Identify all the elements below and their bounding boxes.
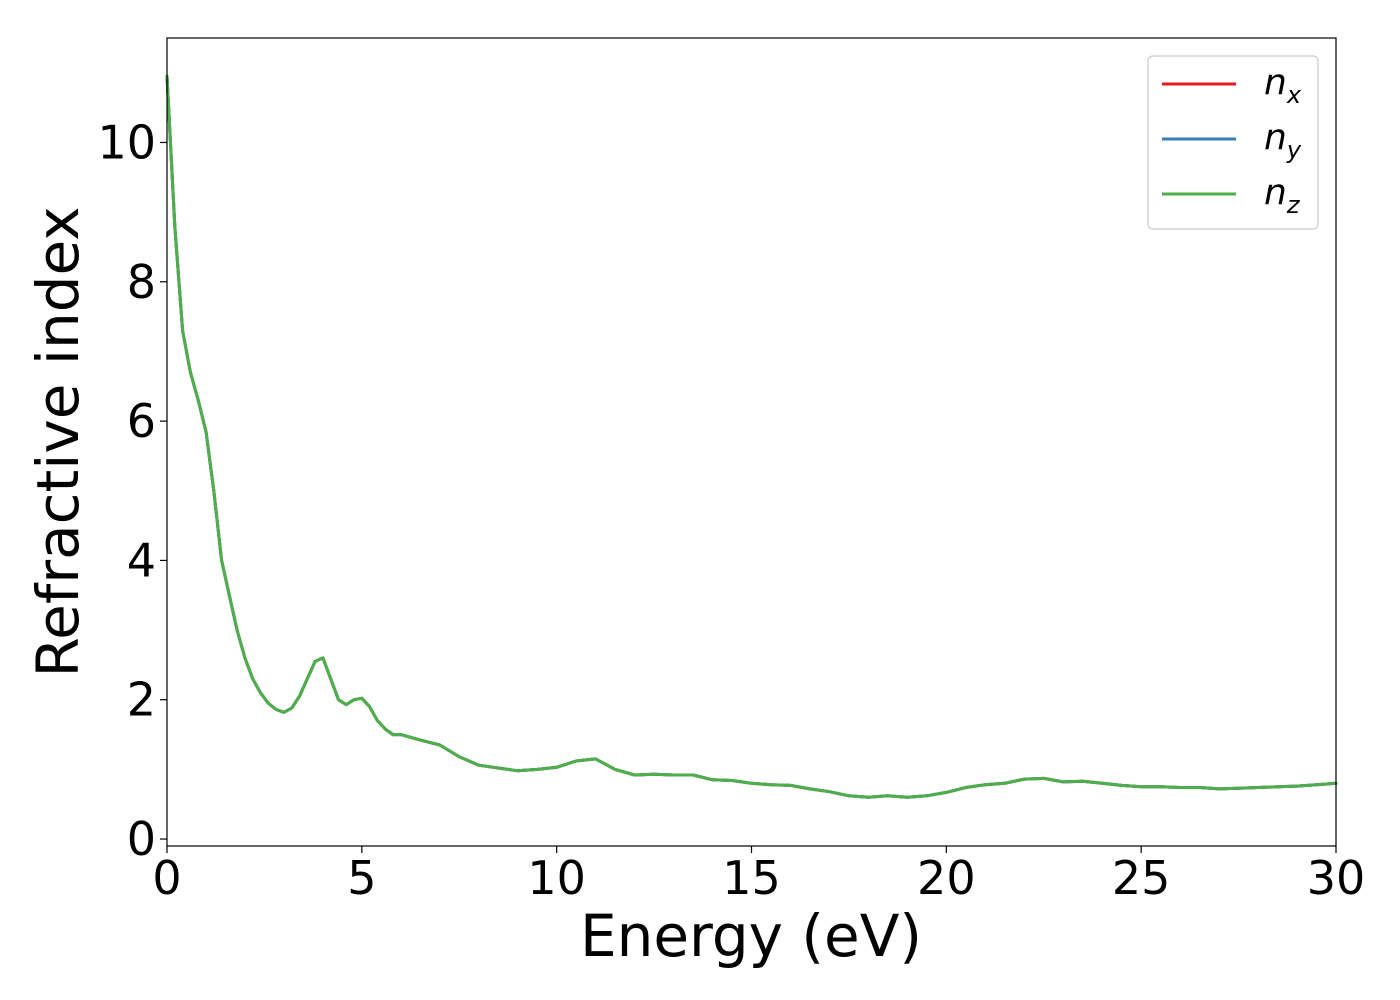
legend-box [1147,55,1319,230]
x-tick-label: 15 [722,851,781,905]
x-tick-label: 25 [1112,851,1171,905]
x-axis-label: Energy (eV) [580,902,922,970]
legend: nx ny nz [1147,55,1319,230]
x-tick-label: 20 [917,851,976,905]
x-tick-label: 5 [347,851,376,905]
y-tick-label: 6 [127,394,156,448]
legend-items: nx ny nz [1162,62,1302,219]
y-tick-label: 8 [127,255,156,309]
x-tick-label: 0 [152,851,181,905]
x-axis-ticks: 0 5 10 15 20 25 30 [152,846,1365,905]
x-tick-label: 30 [1307,851,1366,905]
legend-label-n-y: ny [1264,117,1302,164]
y-axis-label: Refractive index [24,206,92,677]
x-tick-label: 10 [527,851,586,905]
legend-label-n-x: nx [1264,62,1302,109]
y-tick-label: 4 [127,533,156,587]
y-tick-label: 10 [97,115,156,169]
y-tick-label: 0 [127,812,156,866]
y-tick-label: 2 [127,673,156,727]
series-line-n-z [165,74,1338,799]
legend-label-n-z: nz [1264,172,1301,219]
series-layer [165,74,1338,799]
y-axis-ticks: 0 2 4 6 8 10 [97,115,167,866]
